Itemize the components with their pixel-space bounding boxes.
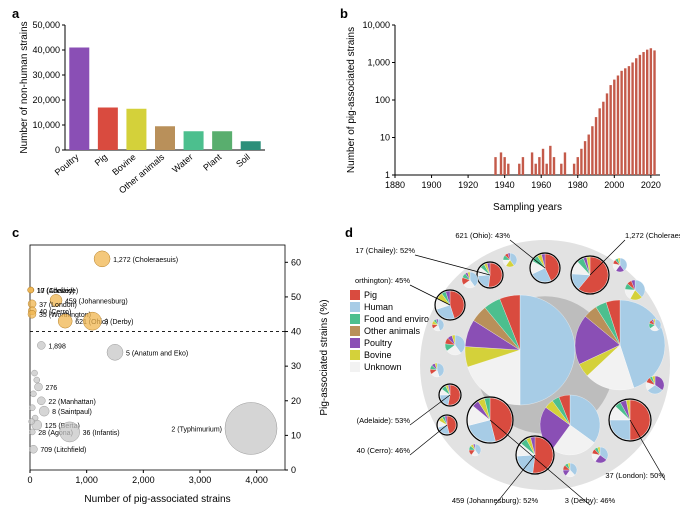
svg-text:1: 1: [385, 170, 390, 180]
svg-text:10: 10: [380, 133, 390, 143]
svg-text:10,000: 10,000: [32, 120, 60, 130]
svg-text:3 (Derby): 3 (Derby): [104, 319, 133, 326]
svg-text:1,272 (Choleraesuis): 1,272 (Choleraesuis): [113, 257, 178, 264]
svg-text:1960: 1960: [531, 180, 551, 190]
svg-text:1920: 1920: [458, 180, 478, 190]
svg-text:Pig: Pig: [93, 152, 109, 168]
svg-text:1,272 (Choleraesuis): 61%: 1,272 (Choleraesuis): 61%: [625, 231, 680, 240]
svg-text:10 (Adelaide): 53%: 10 (Adelaide): 53%: [355, 416, 410, 425]
svg-text:20: 20: [291, 396, 301, 406]
svg-text:8 (Saintpaul): 8 (Saintpaul): [52, 409, 92, 416]
svg-text:100: 100: [375, 95, 390, 105]
svg-text:2,000: 2,000: [132, 475, 155, 485]
svg-text:0: 0: [27, 475, 32, 485]
svg-text:Number of pig-associated strai: Number of pig-associated strains: [84, 494, 230, 505]
svg-text:1,898: 1,898: [48, 343, 66, 350]
label-d: d: [345, 225, 353, 240]
svg-text:2000: 2000: [604, 180, 624, 190]
svg-text:459 (Johannesburg): 52%: 459 (Johannesburg): 52%: [452, 496, 539, 505]
svg-text:5 (Anatum and Eko): 5 (Anatum and Eko): [126, 350, 188, 357]
chart-d: 621 (Ohio): 43% 1,272 (Choleraesuis): 61%…: [355, 230, 680, 515]
svg-text:22 (Manhattan): 22 (Manhattan): [48, 399, 95, 406]
svg-text:3,000: 3,000: [189, 475, 212, 485]
chart-b: 1 10 100 1,000 10,000 1880 1900 1920 1940 1960 198…: [340, 15, 670, 215]
svg-text:20,000: 20,000: [32, 95, 60, 105]
svg-text:4,000: 4,000: [245, 475, 268, 485]
svg-text:10 (Adelaide): 10 (Adelaide): [37, 288, 79, 295]
svg-text:2 (Typhimurium): 2 (Typhimurium): [171, 426, 222, 433]
svg-text:30: 30: [291, 361, 301, 371]
svg-text:10: 10: [291, 430, 301, 440]
svg-text:Water: Water: [170, 152, 195, 175]
svg-text:1980: 1980: [568, 180, 588, 190]
svg-text:10,000: 10,000: [362, 20, 390, 30]
svg-text:50,000: 50,000: [32, 20, 60, 30]
svg-text:1940: 1940: [495, 180, 515, 190]
svg-text:0: 0: [55, 145, 60, 155]
svg-text:40: 40: [291, 327, 301, 337]
svg-text:17 (Chailey): 52%: 17 (Chailey): 52%: [355, 246, 415, 255]
svg-text:40 (Cerro): 46%: 40 (Cerro): 46%: [357, 446, 411, 455]
svg-text:1880: 1880: [385, 180, 405, 190]
svg-text:621 (Ohio): 43%: 621 (Ohio): 43%: [455, 231, 510, 240]
svg-text:2020: 2020: [641, 180, 661, 190]
svg-text:Plant: Plant: [201, 152, 224, 173]
svg-text:Number of non-human strains: Number of non-human strains: [19, 21, 30, 153]
svg-text:60: 60: [291, 257, 301, 267]
svg-text:Poultry: Poultry: [53, 152, 81, 178]
svg-text:Soil: Soil: [234, 152, 252, 169]
svg-text:Sampling years: Sampling years: [493, 202, 562, 213]
svg-text:709 (Litchfield): 709 (Litchfield): [40, 447, 86, 454]
chart-c: 0 1,000 2,000 3,000 4,000 0 10 20 30 40 50 60 1,272 …: [15, 235, 335, 510]
svg-text:276: 276: [46, 385, 58, 392]
svg-text:37 (London): 50%: 37 (London): 50%: [605, 471, 665, 480]
svg-text:50: 50: [291, 292, 301, 302]
chart-a: 0 10,000 20,000 30,000 40,000 50,000 Poultry Pi…: [15, 15, 275, 215]
svg-text:40,000: 40,000: [32, 45, 60, 55]
svg-text:35 (Worthington): 45%: 35 (Worthington): 45%: [355, 276, 410, 285]
svg-text:30,000: 30,000: [32, 70, 60, 80]
svg-text:36 (Infantis): 36 (Infantis): [83, 430, 120, 437]
svg-text:0: 0: [291, 465, 296, 475]
svg-text:Number of pig-associated strai: Number of pig-associated strains: [346, 27, 357, 173]
svg-text:1,000: 1,000: [367, 58, 390, 68]
svg-text:Pig-associated strains (%): Pig-associated strains (%): [319, 299, 330, 415]
svg-text:1,000: 1,000: [75, 475, 98, 485]
svg-text:3 (Derby): 46%: 3 (Derby): 46%: [565, 496, 616, 505]
svg-text:1900: 1900: [422, 180, 442, 190]
